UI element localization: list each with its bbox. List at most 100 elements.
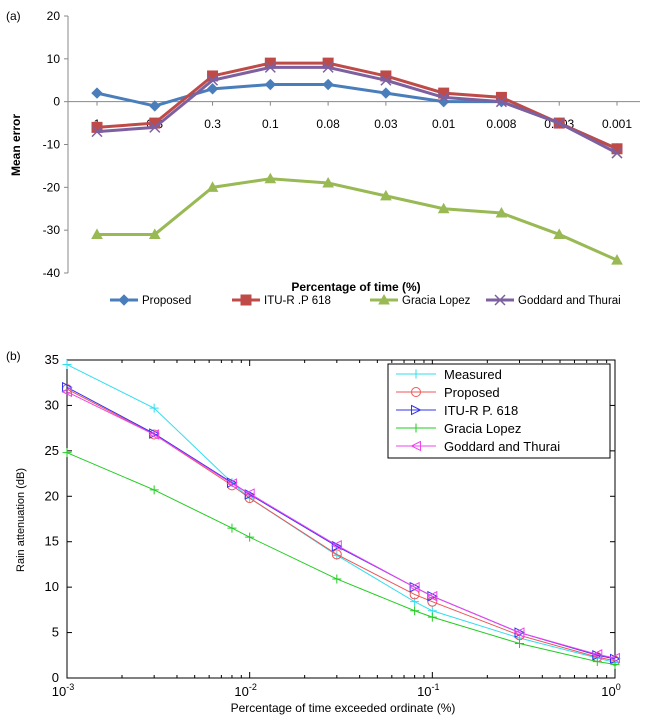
chart-a-point [495,96,507,108]
chart-b-point [332,550,342,560]
chart-b-point [609,652,620,664]
chart-b-point [427,612,437,622]
chart-a-legend-marker [378,293,390,305]
chart-b-y-tick-label: 35 [45,352,59,367]
chart-a-point [611,254,623,265]
chart-a-point [437,202,450,214]
chart-a-x-tick-label: 0.001 [602,117,632,131]
chart-b-point [149,428,160,439]
chart-a-point [380,74,392,86]
chart-b-xlabel: Percentage of time exceeded ordinate (%) [231,701,456,715]
chart-a-legend: Proposed ITU-R .P 618 Gracia Lopez Goddard … [110,293,621,307]
chart-b-legend-box [387,363,611,459]
chart-b-y-tick-label: 0 [52,670,59,685]
chart-b-legend-marker [410,440,421,452]
chart-b-series-gracia-lopez [62,448,620,669]
chart-b-y-tick-label: 15 [45,534,59,549]
chart-b-point [148,429,160,440]
chart-b-point [592,657,602,667]
chart-a-point [380,189,392,201]
chart-a-point [91,87,103,99]
chart-a-point [264,61,276,73]
chart-b-series-line [66,391,616,659]
chart-a-point [206,83,219,95]
chart-a-y-tick-label: -20 [43,180,61,194]
chart-b-x-tick-exponent: 0 [616,682,621,692]
chart-a-x-tick-label: 0.01 [432,117,456,131]
chart-b-point [62,360,72,370]
chart-a-point [495,207,508,218]
chart-b-point [426,590,438,602]
chart-a-y-tick-label: 20 [47,9,61,23]
chart-b-legend-label: Gracia Lopez [444,421,521,436]
chart-a-legend-label: Gracia Lopez [402,295,471,307]
chart-b-legend-item: Proposed [396,385,500,400]
chart-a-point [91,228,103,239]
chart-b-legend-marker [411,404,422,416]
chart-b-x-tick-label: 10-3 [52,682,74,699]
chart-b-point [591,649,603,660]
chart-b-x-tick-exponent: -3 [66,682,74,692]
chart-b-point [244,489,256,500]
chart-a-point [322,61,334,73]
chart-a-legend-item: Proposed [110,294,191,307]
chart-a-series [91,57,623,265]
chart-a: (a) Mean error Percentage of time (%) -4… [6,9,640,307]
chart-a-y-tick-label: 10 [47,52,61,66]
chart-b-x-tick-base: 10 [234,684,248,699]
chart-a-legend-label: Goddard and Thurai [518,295,621,307]
chart-b-legend-label: Measured [444,367,502,382]
chart-a-legend-marker [118,294,130,306]
chart-a-point [264,78,277,91]
chart-a-legend-marker [494,294,506,306]
chart-b-point [410,606,420,616]
chart-b-point [244,488,255,499]
chart-b-point [610,659,620,669]
chart-b-legend-marker [411,369,421,379]
chart-a-point [148,228,161,239]
chart-b-x-tick-base: 10 [417,684,431,699]
chart-a-point [611,147,623,159]
chart-b-legend-item: Gracia Lopez [396,421,521,436]
chart-a-point [322,78,334,91]
chart-a-point [322,177,334,188]
chart-a-point [553,117,565,129]
chart-b-point [227,523,237,533]
chart-a-point [149,121,161,133]
chart-a-y-tick-label: 0 [53,95,60,109]
chart-b-plot-frame [66,359,616,679]
chart-b-x-tick-label: 100 [601,682,620,699]
chart-b-point [427,596,438,607]
chart-a-point [553,228,566,239]
chart-a-y-tick-label: -30 [43,223,61,237]
chart-a-point [438,91,450,103]
chart-b-legend-label: Goddard and Thurai [444,439,560,454]
chart-b-point [514,638,524,648]
chart-a-legend-item: ITU-R .P 618 [232,294,331,307]
chart-b: (b) Rain attenuation (dB) Percentage of … [6,349,621,715]
chart-b-legend-label: Proposed [444,385,500,400]
chart-a-legend-item: Gracia Lopez [370,293,471,307]
chart-a-x-tick-label: 0.1 [262,117,279,131]
chart-b-point [331,540,342,551]
panel-b-label: (b) [6,349,21,363]
chart-b-point [331,549,342,560]
chart-a-xlabel: Percentage of time (%) [291,280,420,294]
chart-b-point [513,627,525,638]
chart-a-x-tick-label: 0.008 [486,117,516,131]
chart-a-legend-label: Proposed [142,295,191,307]
chart-b-point [245,532,255,542]
chart-b-legend: Measured Proposed ITU-R P. 618 Gracia Lopez… [387,363,611,459]
chart-b-series-measured [62,360,620,668]
chart-b-point [331,540,343,552]
chart-b-series [61,360,621,669]
chart-a-x-tick-label: 0.08 [316,117,340,131]
chart-b-series-goddard-and-thurai [61,386,620,664]
chart-b-series-line [66,452,616,665]
chart-b-series-line [66,388,616,662]
chart-b-legend-item: Measured [396,367,502,382]
chart-b-x-tick-base: 10 [52,684,66,699]
chart-b-x-tick-exponent: -1 [432,682,440,692]
